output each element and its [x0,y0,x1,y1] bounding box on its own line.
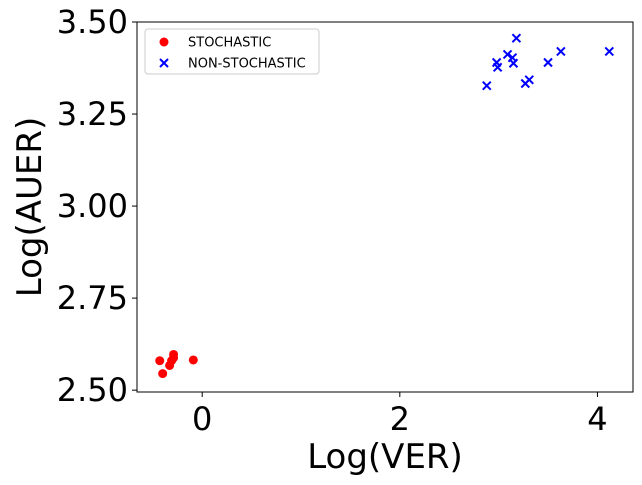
point-non-stochastic-5 [508,58,519,68]
axis-ticks: 0 2 4 2.50 2.75 3.00 3.25 3.50 [57,3,608,438]
legend-label: NON-STOCHASTIC [188,57,306,72]
legend-marker-stochastic [159,37,169,47]
point-non-stochastic-2 [492,62,503,72]
point-non-stochastic-10 [556,46,566,57]
point-stochastic-6 [188,355,198,365]
plot-area-frame [136,21,634,393]
x-tick-label: 0 [192,400,212,438]
point-non-stochastic-11 [604,46,614,57]
point-non-stochastic-6 [511,33,522,43]
point-non-stochastic-3 [502,49,513,60]
y-tick-label: 3.25 [57,95,128,133]
x-axis-label: Log(VER) [307,437,463,477]
point-stochastic-5 [169,349,179,359]
x-tick-label: 2 [390,400,410,438]
legend: STOCHASTIC NON-STOCHASTIC [144,28,320,75]
point-non-stochastic-9 [543,57,553,68]
legend-box [144,28,320,75]
y-axis-label: Log(AUER) [10,117,50,298]
plot-marks [155,33,614,379]
point-non-stochastic-8 [524,75,534,85]
point-stochastic-1 [158,369,168,379]
legend-label: STOCHASTIC [188,36,271,51]
y-tick-label: 2.50 [57,371,128,409]
legend-marker-non-stochastic [159,58,169,68]
point-stochastic-0 [155,356,165,366]
y-tick-label: 3.00 [57,187,128,225]
y-tick-label: 2.75 [57,279,128,317]
x-tick-label: 4 [587,400,607,438]
point-non-stochastic-0 [482,80,492,91]
y-tick-label: 3.50 [57,3,128,41]
